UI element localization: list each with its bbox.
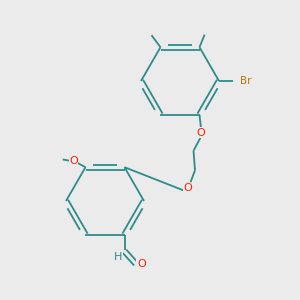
Text: O: O: [137, 260, 146, 269]
Text: O: O: [184, 183, 193, 193]
Text: O: O: [69, 156, 78, 166]
Text: H: H: [114, 252, 122, 262]
Text: O: O: [196, 128, 206, 138]
Text: Br: Br: [240, 76, 251, 86]
